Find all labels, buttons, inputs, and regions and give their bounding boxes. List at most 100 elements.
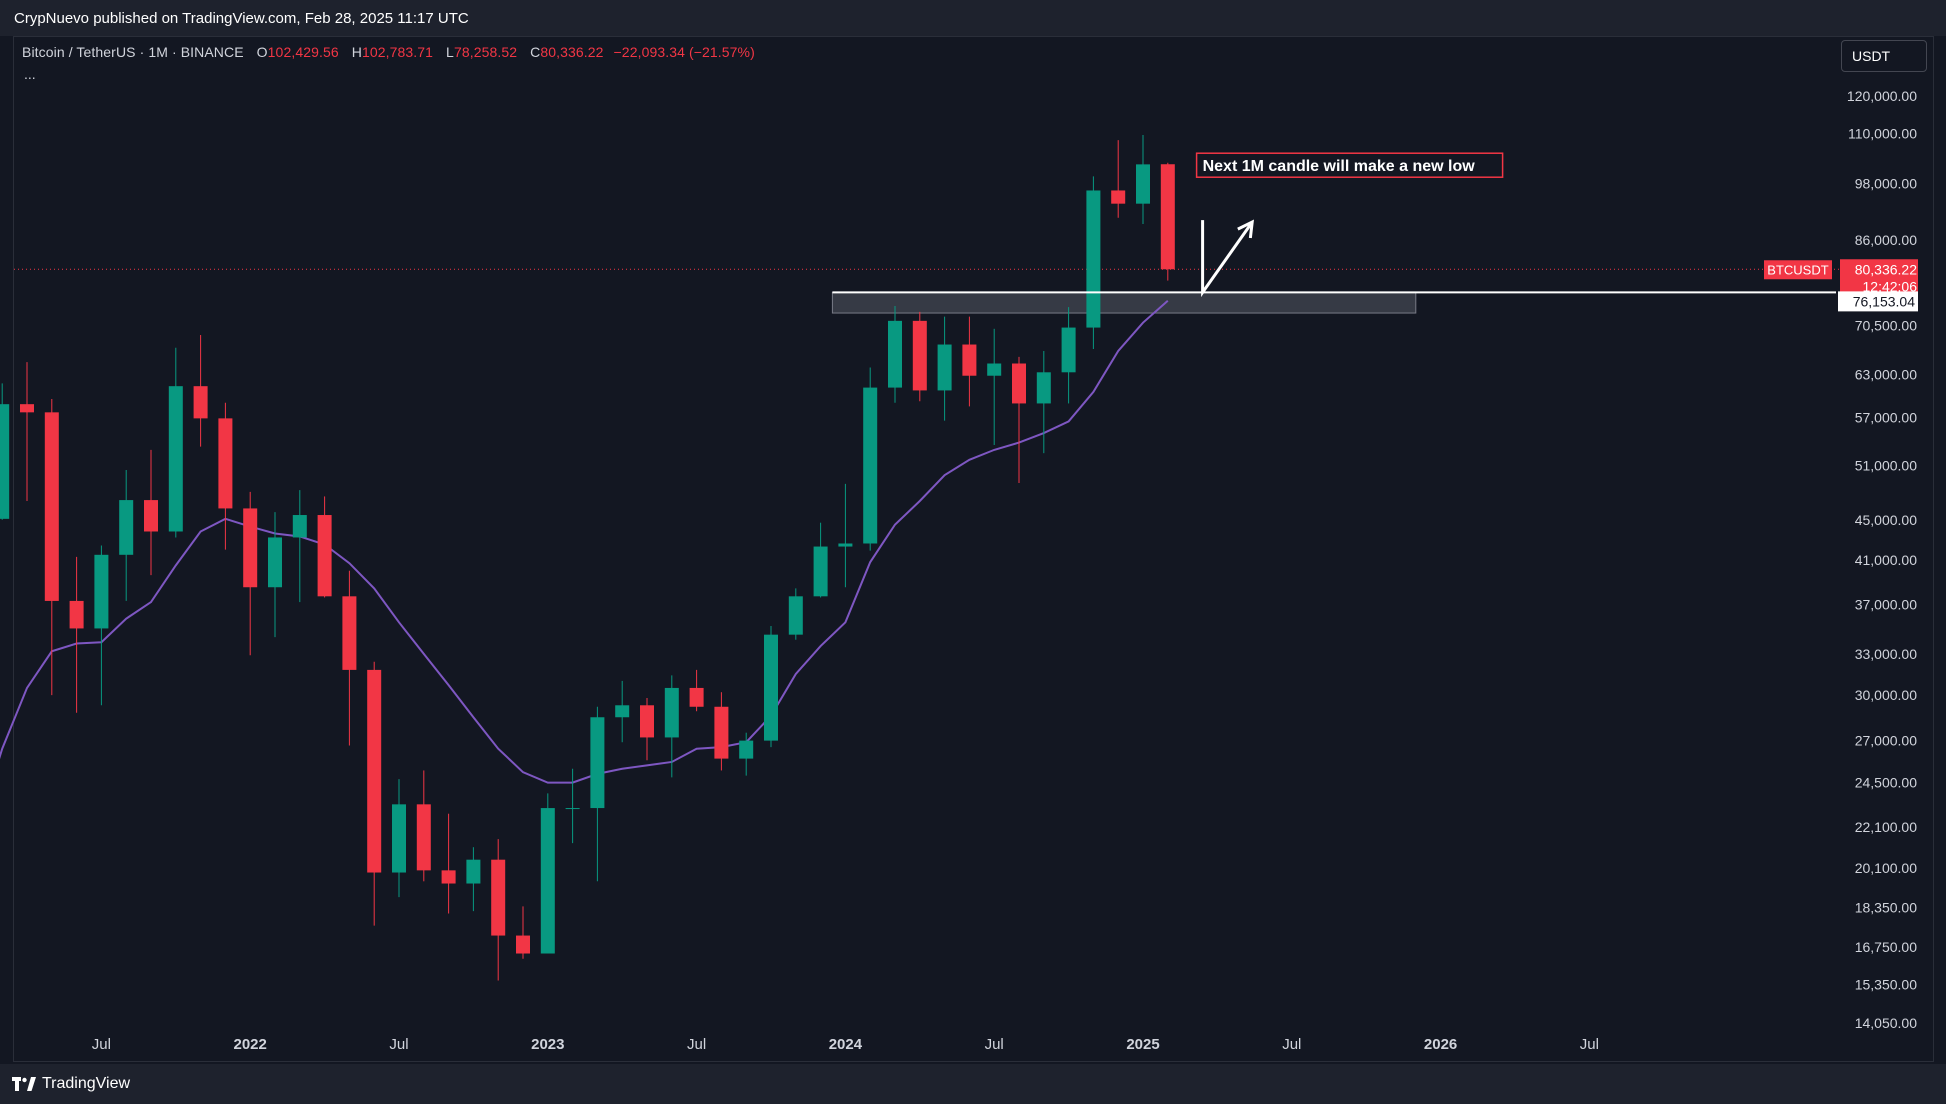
legend-more-button[interactable]: ... — [24, 66, 36, 82]
candle-body — [1086, 190, 1101, 328]
current-price-tag — [1840, 259, 1918, 296]
y-axis-tick-label: 63,000.00 — [1855, 366, 1917, 382]
y-axis-tick-label: 18,350.00 — [1855, 900, 1917, 916]
candle-body — [714, 706, 729, 759]
arrow-path — [1201, 220, 1254, 298]
candle-body — [788, 596, 803, 635]
y-axis-tick-label: 24,500.00 — [1855, 775, 1917, 791]
currency-button[interactable]: USDT — [1841, 40, 1927, 72]
y-axis-tick-label: 98,000.00 — [1855, 175, 1917, 191]
candle-body — [268, 537, 282, 588]
candle-body — [739, 740, 754, 759]
open-value: 102,429.56 — [267, 44, 339, 60]
countdown-value: 12:42:06 — [1863, 278, 1918, 294]
current-price-value: 80,336.22 — [1855, 261, 1917, 277]
arrow-head — [1237, 219, 1255, 239]
close-label: C — [530, 44, 541, 60]
symbol-price-tag — [1764, 260, 1832, 280]
candle-body — [565, 808, 580, 810]
price-chart[interactable]: Next 1M candle will make a new low 120,00… — [0, 0, 1946, 1064]
candle-body — [0, 404, 10, 519]
y-axis-tick-label: 33,000.00 — [1855, 646, 1917, 662]
candle-body — [243, 508, 258, 588]
candle-body — [1136, 164, 1150, 204]
y-axis-tick-label: 86,000.00 — [1855, 232, 1917, 248]
candle-body — [20, 404, 34, 413]
y-axis-tick-label: 27,000.00 — [1855, 733, 1917, 749]
candle-body — [615, 705, 630, 718]
open-label: O — [256, 44, 268, 60]
candle-body — [218, 418, 233, 509]
candle-body — [168, 386, 183, 532]
candle-body — [69, 600, 84, 629]
y-axis-tick-label: 14,050.00 — [1855, 1015, 1917, 1031]
moving-average-line — [0, 299, 1169, 784]
candle-body — [466, 859, 481, 884]
candle-body — [764, 634, 778, 741]
candle-body — [516, 935, 530, 954]
y-axis-tick-label: 20,100.00 — [1855, 860, 1917, 876]
candle-body — [888, 320, 902, 388]
x-axis-tick-label: Jul — [1580, 1036, 1599, 1053]
x-axis-tick-label: Jul — [389, 1036, 408, 1053]
candle-body — [1111, 190, 1126, 204]
y-axis-tick-label: 41,000.00 — [1855, 552, 1917, 568]
change-value: −22,093.34 (−21.57%) — [613, 44, 755, 60]
x-axis-tick-label: 2023 — [531, 1036, 564, 1053]
y-axis-tick-label: 37,000.00 — [1855, 596, 1917, 612]
candle-body — [863, 387, 878, 544]
symbol-title[interactable]: Bitcoin / TetherUS · 1M · BINANCE — [22, 44, 244, 60]
candle-body — [689, 687, 704, 707]
candle-body — [44, 412, 59, 601]
candle-body — [416, 804, 431, 871]
candle-body — [912, 320, 927, 391]
candle-body — [144, 500, 158, 532]
candle-body — [838, 543, 853, 547]
low-label: L — [446, 44, 454, 60]
candle-body — [1012, 363, 1026, 404]
x-axis-tick-label: 2022 — [234, 1036, 267, 1053]
level-price-tag — [1838, 291, 1918, 312]
close-value: 80,336.22 — [540, 44, 604, 60]
candle-body — [491, 859, 506, 936]
candle-body — [937, 344, 952, 391]
chart-pane[interactable] — [13, 36, 1934, 1062]
candle-body — [987, 363, 1002, 376]
low-value: 78,258.52 — [453, 44, 518, 60]
candle-body — [292, 515, 307, 538]
candle-body — [392, 804, 406, 873]
candle-body — [962, 344, 977, 376]
y-axis-tick-label: 45,000.00 — [1855, 512, 1917, 528]
annotation-box — [1195, 152, 1504, 178]
y-axis-tick-label: 51,000.00 — [1855, 458, 1917, 474]
y-axis-tick-label: 120,000.00 — [1847, 88, 1917, 104]
candle-body — [540, 808, 555, 954]
candle-body — [590, 717, 605, 809]
candle-body — [1160, 164, 1175, 270]
x-axis-tick-label: 2024 — [829, 1036, 863, 1053]
candle-body — [441, 870, 456, 884]
candle-body — [813, 546, 828, 597]
x-axis-tick-label: Jul — [92, 1036, 111, 1053]
candle-body — [119, 500, 134, 555]
candle-body — [193, 386, 208, 419]
x-axis-tick-label: 2025 — [1126, 1036, 1159, 1053]
candle-body — [94, 554, 109, 629]
annotation-text: Next 1M candle will make a new low — [1203, 158, 1476, 175]
candle-body — [664, 687, 679, 738]
x-axis-tick-label: 2026 — [1424, 1036, 1457, 1053]
y-axis-tick-label: 57,000.00 — [1855, 410, 1917, 426]
candle-body — [1061, 327, 1076, 373]
candle-body — [1036, 372, 1051, 404]
symbol-price-tag-label: BTCUSDT — [1767, 262, 1828, 277]
published-header: CrypNuevo published on TradingView.com, … — [0, 0, 1946, 36]
y-axis-tick-label: 30,000.00 — [1855, 687, 1917, 703]
footer-brand[interactable]: TradingView — [42, 1075, 131, 1092]
x-axis-tick-label: Jul — [687, 1036, 706, 1053]
candle-body — [640, 705, 654, 738]
symbol-legend: Bitcoin / TetherUS · 1M · BINANCE O102,4… — [22, 44, 755, 60]
footer-bar: TradingView — [0, 1064, 1946, 1104]
y-axis-tick-label: 110,000.00 — [1848, 125, 1917, 141]
published-text: CrypNuevo published on TradingView.com, … — [14, 9, 469, 27]
candle-body — [342, 596, 357, 670]
